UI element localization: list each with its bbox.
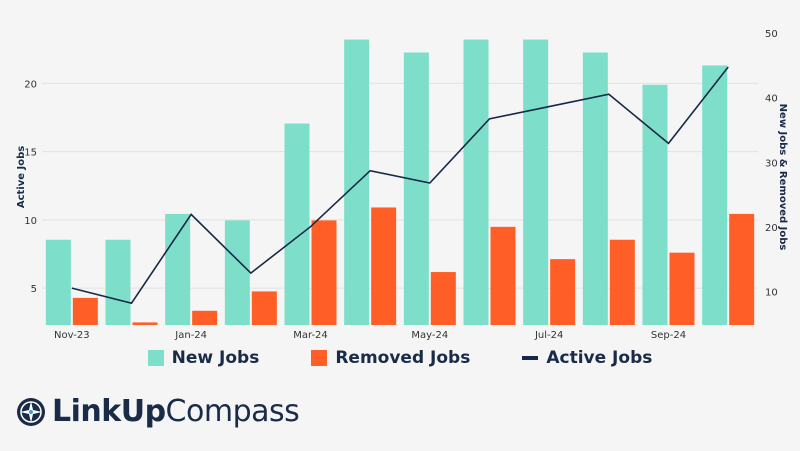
left-tick-label: 15 <box>24 148 37 159</box>
left-tick-label: 10 <box>24 216 37 227</box>
removed-jobs-bar <box>609 239 635 325</box>
new-jobs-bar <box>284 123 310 325</box>
legend-active-jobs-label: Active Jobs <box>546 348 653 368</box>
removed-jobs-bar <box>490 226 516 325</box>
right-axis-ticks: 10 20 30 40 50 <box>765 29 778 298</box>
left-tick-label: 5 <box>31 284 37 295</box>
left-axis-title: Active Jobs <box>16 146 27 208</box>
x-tick-label: May-24 <box>411 330 448 341</box>
right-tick-label: 20 <box>765 223 778 234</box>
new-jobs-bar <box>463 39 489 325</box>
new-jobs-bar <box>344 39 370 325</box>
x-axis-ticks: Nov-23 Jan-24 Mar-24 May-24 Jul-24 Sep-24 <box>54 330 686 341</box>
right-tick-label: 40 <box>765 94 778 105</box>
new-jobs-swatch <box>147 350 164 366</box>
legend-active-jobs[interactable]: Active Jobs <box>522 348 652 368</box>
x-tick-label: Sep-24 <box>651 330 686 341</box>
legend-new-jobs[interactable]: New Jobs <box>147 348 260 368</box>
removed-jobs-bar <box>729 213 755 325</box>
new-jobs-bar <box>45 239 71 325</box>
new-jobs-bar <box>403 52 429 325</box>
linkup-compass-logo: LinkUpCompass <box>16 394 300 429</box>
removed-jobs-bars <box>72 207 755 325</box>
new-jobs-bar <box>224 220 250 325</box>
gridlines <box>42 82 758 289</box>
x-tick-label: Jan-24 <box>174 330 207 341</box>
right-tick-label: 30 <box>765 158 778 169</box>
compass-star-icon <box>17 397 45 426</box>
removed-jobs-swatch <box>311 350 328 366</box>
legend-new-jobs-label: New Jobs <box>171 348 260 368</box>
chart: 5 10 15 20 10 20 30 40 50 Nov-23 Jan-24 Mar-24 May… <box>16 29 788 341</box>
x-tick-label: Nov-23 <box>54 330 90 341</box>
legend: New Jobs Removed Jobs Active Jobs <box>0 348 800 368</box>
active-jobs-polyline <box>71 66 729 305</box>
active-jobs-line <box>71 66 729 305</box>
right-tick-label: 50 <box>765 29 778 40</box>
new-jobs-bar <box>582 52 608 325</box>
new-jobs-bar <box>165 213 191 325</box>
removed-jobs-bar <box>251 291 277 325</box>
right-axis-title: New Jobs & Removed Jobs <box>777 104 788 251</box>
logo-wordmark: LinkUpCompass <box>52 394 300 429</box>
new-jobs-bar <box>702 65 728 325</box>
removed-jobs-bar <box>72 297 98 325</box>
removed-jobs-bar <box>669 252 695 325</box>
left-axis-ticks: 5 10 15 20 <box>24 79 37 295</box>
x-tick-label: Mar-24 <box>293 330 328 341</box>
removed-jobs-bar <box>550 259 576 325</box>
right-tick-label: 10 <box>765 287 778 298</box>
new-jobs-bars <box>45 39 728 325</box>
x-tick-label: Jul-24 <box>534 330 563 341</box>
active-jobs-swatch <box>522 356 539 360</box>
removed-jobs-bar <box>371 207 397 325</box>
left-tick-label: 20 <box>24 79 37 90</box>
new-jobs-bar <box>642 84 668 325</box>
new-jobs-bar <box>105 239 131 325</box>
removed-jobs-bar <box>311 220 337 325</box>
new-jobs-bar <box>523 39 549 325</box>
legend-removed-jobs-label: Removed Jobs <box>335 348 471 368</box>
legend-removed-jobs[interactable]: Removed Jobs <box>311 348 470 368</box>
removed-jobs-bar <box>132 322 158 325</box>
removed-jobs-bar <box>430 272 456 325</box>
removed-jobs-bar <box>192 310 218 325</box>
